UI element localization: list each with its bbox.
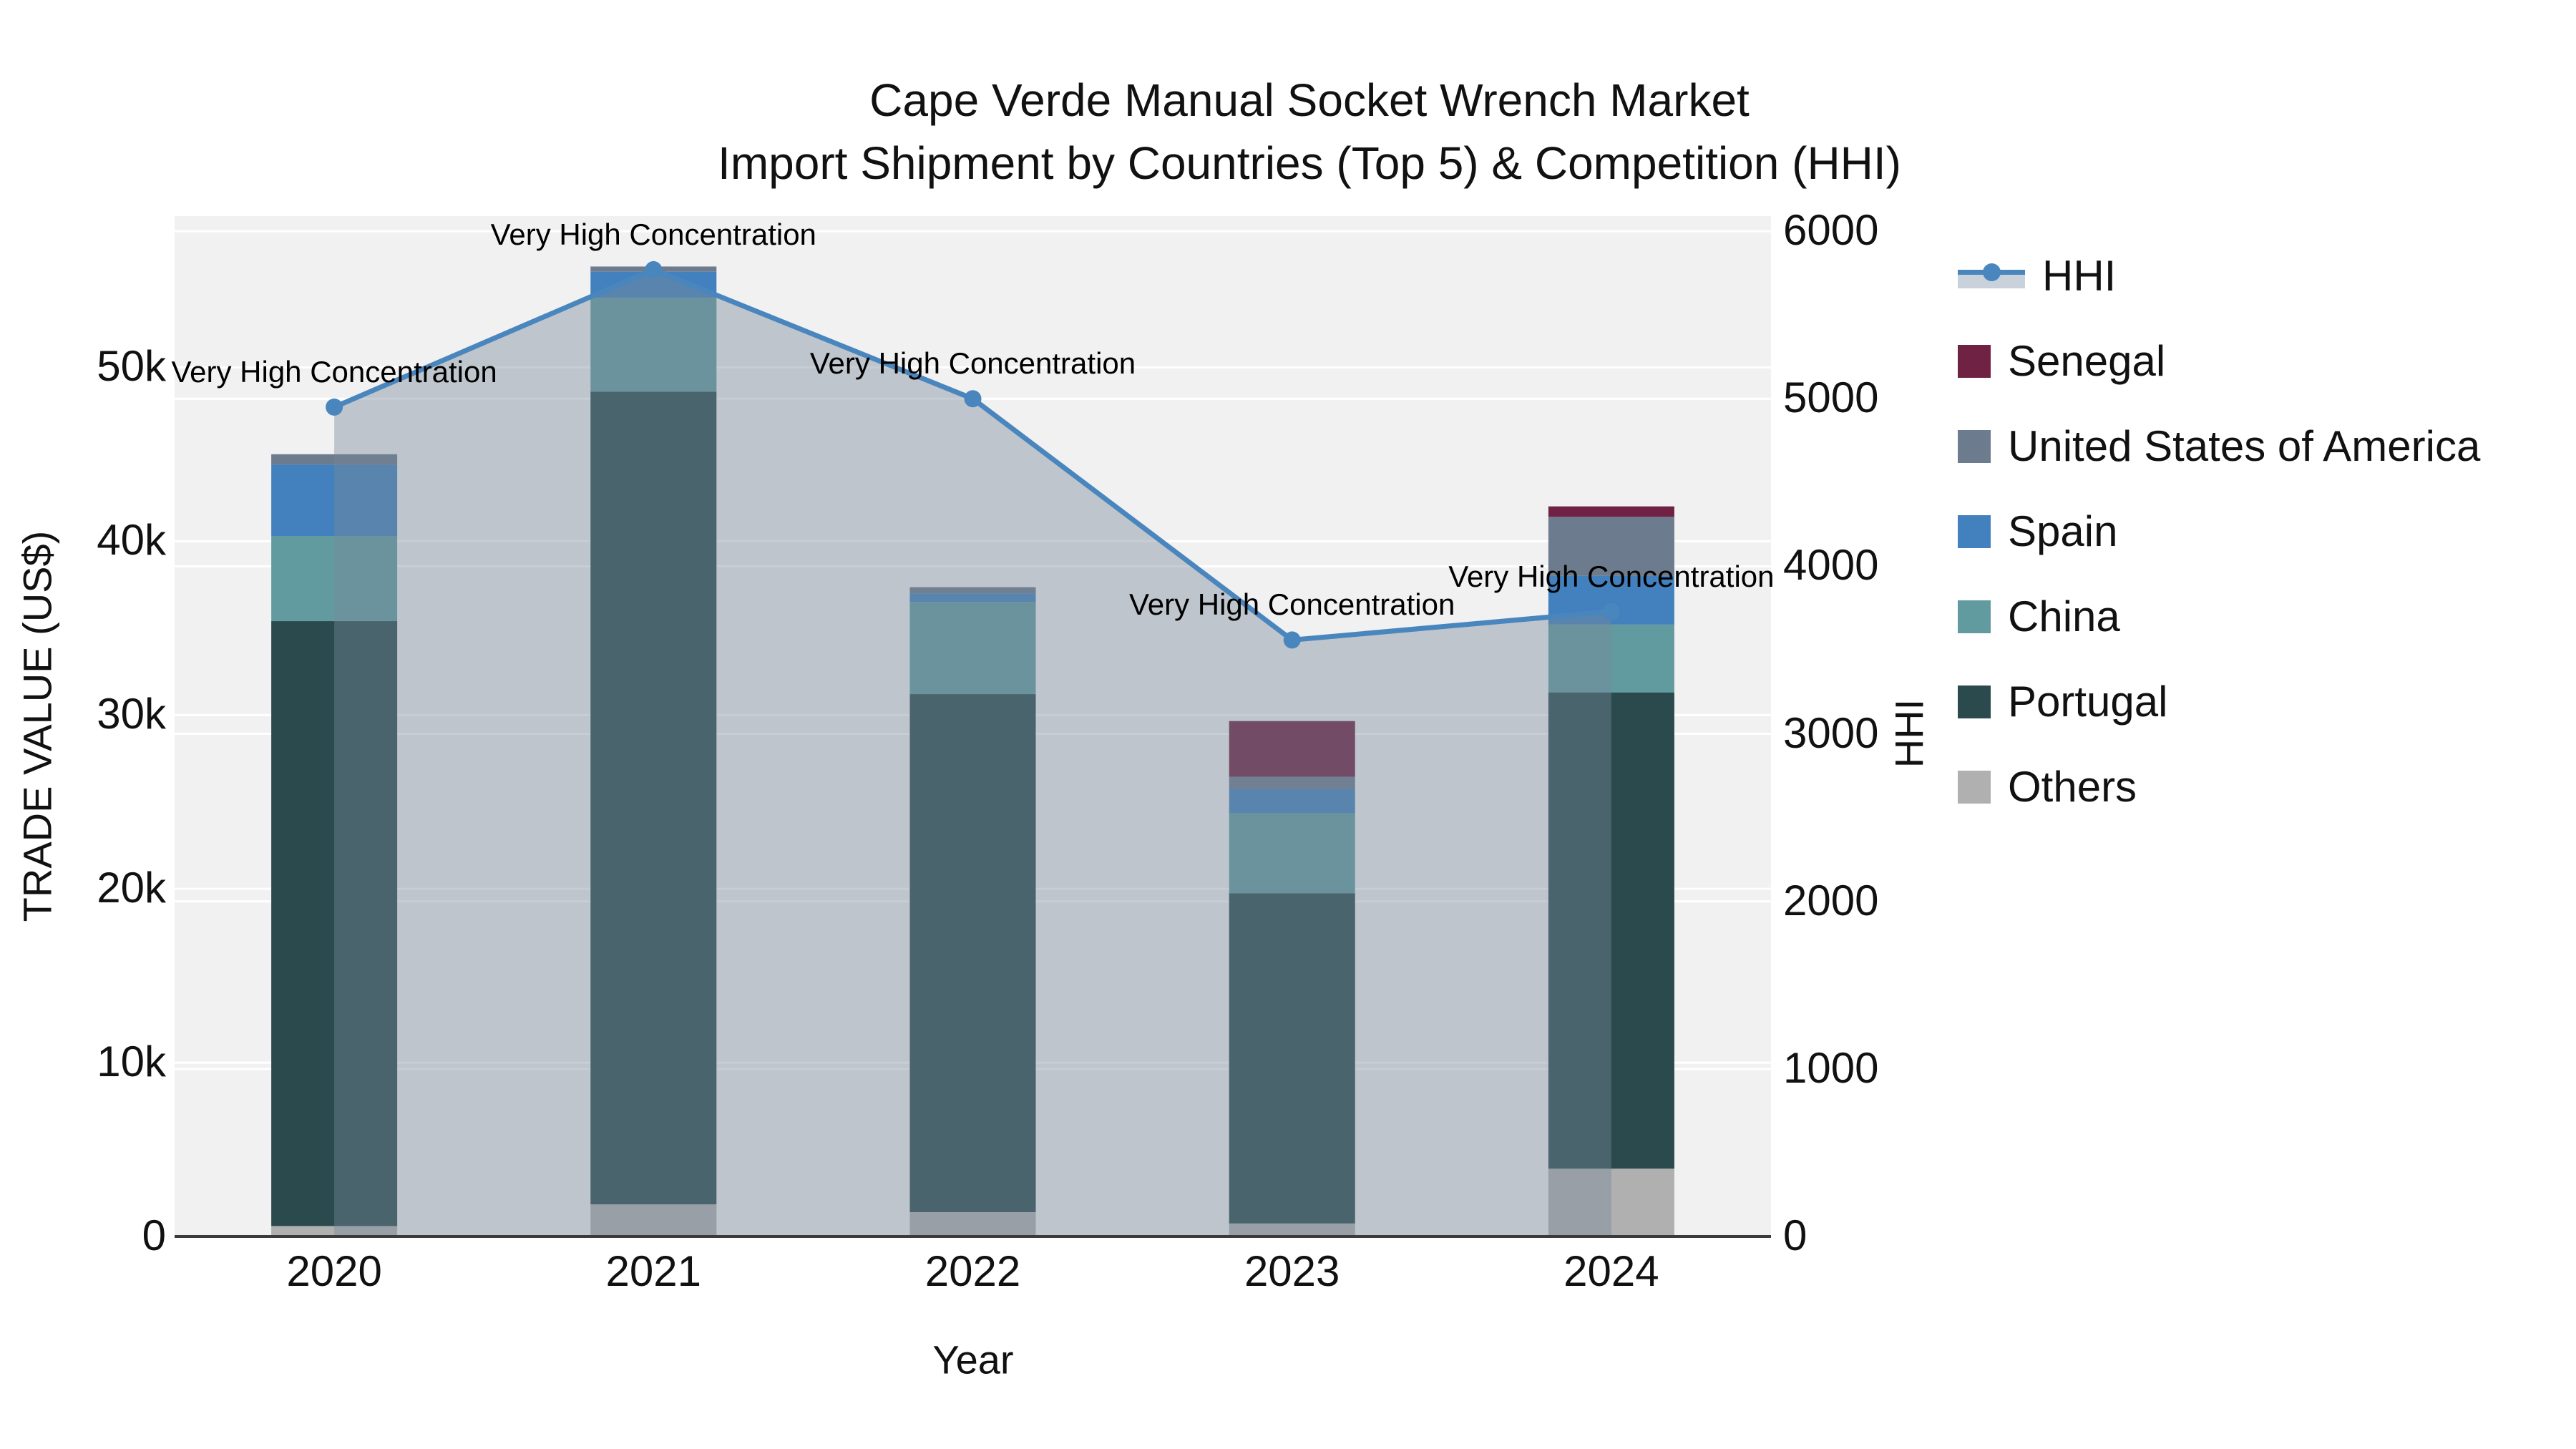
bar-segment-china-2023 xyxy=(1229,813,1355,894)
y-right-tick-1000: 1000 xyxy=(1783,1043,1879,1092)
legend-item-united-states-of-america[interactable]: United States of America xyxy=(1958,404,2480,489)
bar-segment-china-2020 xyxy=(271,535,398,622)
legend-color-swatch xyxy=(1958,344,1991,378)
annotation-2020: Very High Concentration xyxy=(171,354,497,389)
hhi-marker-2020 xyxy=(326,398,343,416)
y-left-tick-30k: 30k xyxy=(97,690,166,738)
legend-item-senegal[interactable]: Senegal xyxy=(1958,318,2480,404)
y-right-tick-4000: 4000 xyxy=(1783,541,1879,590)
legend-item-others[interactable]: Others xyxy=(1958,744,2480,829)
legend-label: China xyxy=(2008,592,2120,640)
bar-segment-portugal-2021 xyxy=(590,391,717,1205)
bar-segment-portugal-2023 xyxy=(1229,893,1355,1224)
bar-segment-senegal-2024 xyxy=(1548,506,1674,517)
x-tick-2022: 2022 xyxy=(924,1247,1021,1295)
legend-item-portugal[interactable]: Portugal xyxy=(1958,659,2480,744)
y-left-tick-20k: 20k xyxy=(97,864,166,912)
y-right-tick-5000: 5000 xyxy=(1783,374,1879,422)
y-right-tick-6000: 6000 xyxy=(1783,206,1879,255)
x-tick-2024: 2024 xyxy=(1563,1247,1659,1295)
bar-segment-portugal-2022 xyxy=(909,694,1036,1212)
bar-segment-united-states-of-america-2020 xyxy=(271,454,398,465)
hhi-marker-2023 xyxy=(1283,631,1301,649)
bar-segment-spain-2022 xyxy=(909,593,1036,602)
y-left-tick-50k: 50k xyxy=(97,342,166,391)
hhi-marker-2024 xyxy=(1602,602,1620,620)
annotation-2024: Very High Concentration xyxy=(1448,559,1775,593)
x-tick-2021: 2021 xyxy=(605,1247,702,1295)
legend-item-china[interactable]: China xyxy=(1958,574,2480,659)
chart-title-line2: Import Shipment by Countries (Top 5) & C… xyxy=(718,137,1901,189)
bar-segment-others-2021 xyxy=(590,1204,717,1236)
bar-segment-united-states-of-america-2022 xyxy=(909,587,1036,594)
y-axis-title-right: HHI xyxy=(1886,698,1932,769)
legend-item-spain[interactable]: Spain xyxy=(1958,489,2480,574)
legend-item-hhi[interactable]: HHI xyxy=(1958,233,2480,318)
legend-label: United States of America xyxy=(2008,422,2481,470)
legend-label: Spain xyxy=(2008,507,2118,555)
hhi-marker-2021 xyxy=(645,260,663,278)
annotation-2023: Very High Concentration xyxy=(1129,587,1455,622)
bar-segment-portugal-2024 xyxy=(1548,692,1674,1169)
bar-segment-others-2024 xyxy=(1548,1169,1674,1236)
legend-label: HHI xyxy=(2042,252,2117,300)
y-right-tick-2000: 2000 xyxy=(1783,876,1879,924)
bar-segment-senegal-2023 xyxy=(1229,721,1355,777)
legend-color-swatch xyxy=(1958,600,1991,633)
bar-segment-china-2022 xyxy=(909,602,1036,695)
bar-segment-united-states-of-america-2024 xyxy=(1548,517,1674,576)
chart-title: Cape Verde Manual Socket Wrench Market I… xyxy=(43,69,2576,195)
x-tick-2023: 2023 xyxy=(1244,1247,1340,1295)
annotation-2022: Very High Concentration xyxy=(809,346,1136,381)
hhi-area-fill xyxy=(334,269,1611,1236)
bar-segment-spain-2020 xyxy=(271,464,398,536)
y-left-tick-0: 0 xyxy=(142,1211,166,1259)
legend-color-swatch xyxy=(1958,429,1991,463)
hhi-marker-2022 xyxy=(964,390,982,408)
y-right-tick-3000: 3000 xyxy=(1783,708,1879,757)
legend-label: Portugal xyxy=(2008,678,2168,726)
x-axis-title: Year xyxy=(932,1337,1014,1382)
bar-segment-spain-2023 xyxy=(1229,789,1355,814)
bar-segment-china-2021 xyxy=(590,298,717,392)
x-tick-2020: 2020 xyxy=(286,1247,382,1295)
legend-color-swatch xyxy=(1958,514,1991,548)
chart-title-line1: Cape Verde Manual Socket Wrench Market xyxy=(869,74,1750,126)
legend-color-swatch xyxy=(1958,770,1991,804)
legend-label: Senegal xyxy=(2008,337,2166,385)
legend: HHI Senegal United States of America Spain C… xyxy=(1958,233,2480,829)
y-left-tick-10k: 10k xyxy=(97,1038,166,1086)
legend-color-swatch xyxy=(1958,685,1991,718)
hhi-marker-swatch xyxy=(1983,263,2001,281)
bar-segment-portugal-2020 xyxy=(271,621,398,1226)
y-right-tick-0: 0 xyxy=(1783,1211,1807,1259)
bar-segment-others-2022 xyxy=(909,1211,1036,1236)
bar-segment-others-2023 xyxy=(1229,1223,1355,1236)
legend-label: Others xyxy=(2008,763,2137,811)
annotation-2021: Very High Concentration xyxy=(490,217,816,251)
bar-segment-others-2020 xyxy=(271,1226,398,1236)
bar-segment-united-states-of-america-2023 xyxy=(1229,776,1355,789)
y-left-tick-40k: 40k xyxy=(97,516,166,565)
bar-segment-china-2024 xyxy=(1548,624,1674,693)
legend-swatch-hhi-line xyxy=(1958,260,2025,293)
